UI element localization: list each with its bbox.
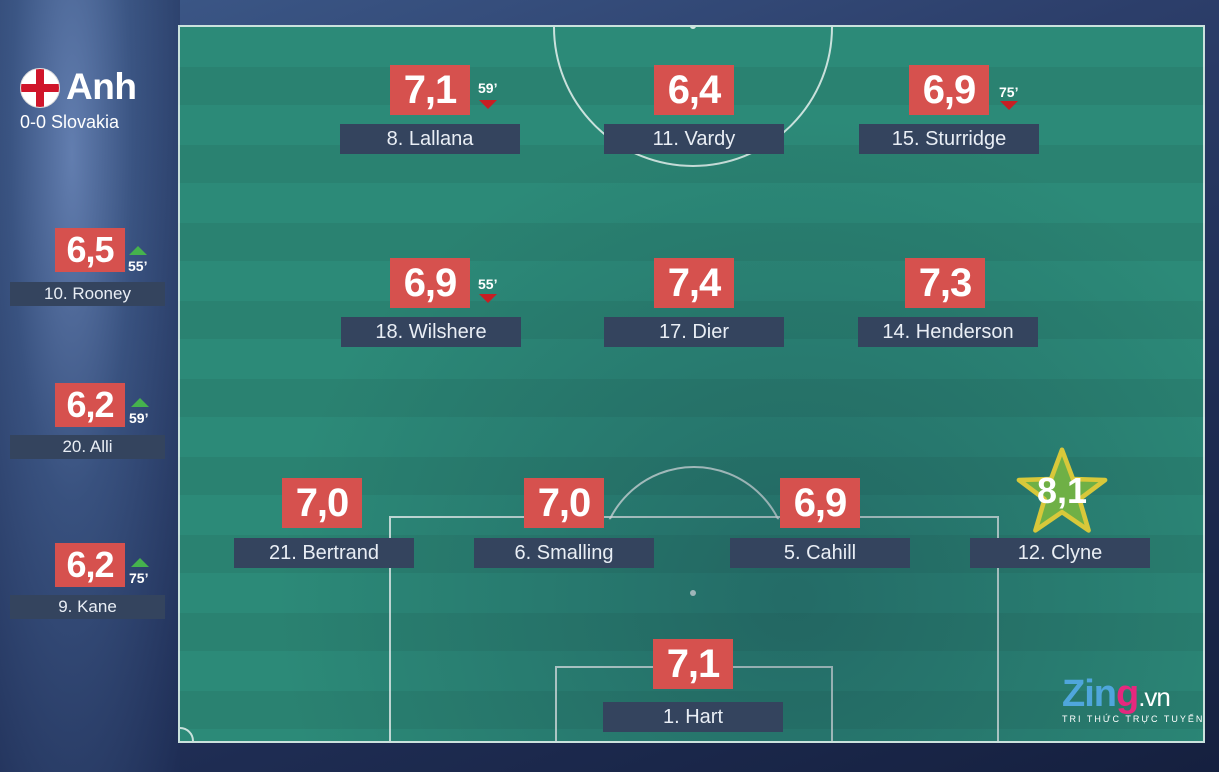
rating-wilshere: 6,9 (390, 258, 470, 308)
team-name: Anh (66, 66, 137, 107)
penalty-spot (690, 590, 696, 596)
rating-hart: 7,1 (653, 639, 733, 689)
player-name-bertrand: 21. Bertrand (234, 538, 414, 568)
logo-tagline: TRI THỨC TRỰC TUYẾN (1062, 714, 1205, 724)
sub-minute-sturridge: 75’ (999, 84, 1019, 100)
rating-dier: 7,4 (654, 258, 734, 308)
zing-logo: Zing.vn TRI THỨC TRỰC TUYẾN (1062, 673, 1204, 724)
sub-minute-rooney: 55’ (128, 258, 148, 274)
match-score: 0-0 Slovakia (20, 112, 120, 132)
sub-minute-wilshere: 55’ (478, 276, 498, 292)
sub-off-arrow-icon (1000, 101, 1018, 110)
corner-arc-left (180, 727, 194, 741)
player-name-rooney: 10. Rooney (10, 282, 165, 306)
sub-on-arrow-icon (131, 398, 149, 407)
rating-rooney: 6,5 (55, 228, 125, 272)
rating-smalling: 7,0 (524, 478, 604, 528)
rating-kane: 6,2 (55, 543, 125, 587)
rating-clyne: 8,1 (1036, 470, 1088, 511)
player-name-henderson: 14. Henderson (858, 317, 1038, 347)
player-name-clyne: 12. Clyne (970, 538, 1150, 568)
player-name-sturridge: 15. Sturridge (859, 124, 1039, 154)
player-name-kane: 9. Kane (10, 595, 165, 619)
player-name-lallana: 8. Lallana (340, 124, 520, 154)
player-name-cahill: 5. Cahill (730, 538, 910, 568)
player-name-vardy: 11. Vardy (604, 124, 784, 154)
center-spot (690, 27, 696, 29)
player-name-hart: 1. Hart (603, 702, 783, 732)
rating-lallana: 7,1 (390, 65, 470, 115)
player-name-smalling: 6. Smalling (474, 538, 654, 568)
sub-minute-lallana: 59’ (478, 80, 498, 96)
logo-brand: Zing.vn (1062, 673, 1171, 715)
rating-alli: 6,2 (55, 383, 125, 427)
sub-minute-kane: 75’ (129, 570, 149, 586)
rating-vardy: 6,4 (654, 65, 734, 115)
player-name-wilshere: 18. Wilshere (341, 317, 521, 347)
player-name-dier: 17. Dier (604, 317, 784, 347)
sub-off-arrow-icon (479, 100, 497, 109)
england-flag-icon (20, 68, 60, 108)
player-name-alli: 20. Alli (10, 435, 165, 459)
best-player-star-icon (1016, 447, 1108, 533)
sub-on-arrow-icon (129, 246, 147, 255)
rating-sturridge: 6,9 (909, 65, 989, 115)
rating-bertrand: 7,0 (282, 478, 362, 528)
rating-henderson: 7,3 (905, 258, 985, 308)
sub-off-arrow-icon (479, 294, 497, 303)
sub-on-arrow-icon (131, 558, 149, 567)
sub-minute-alli: 59’ (129, 410, 149, 426)
rating-cahill: 6,9 (780, 478, 860, 528)
